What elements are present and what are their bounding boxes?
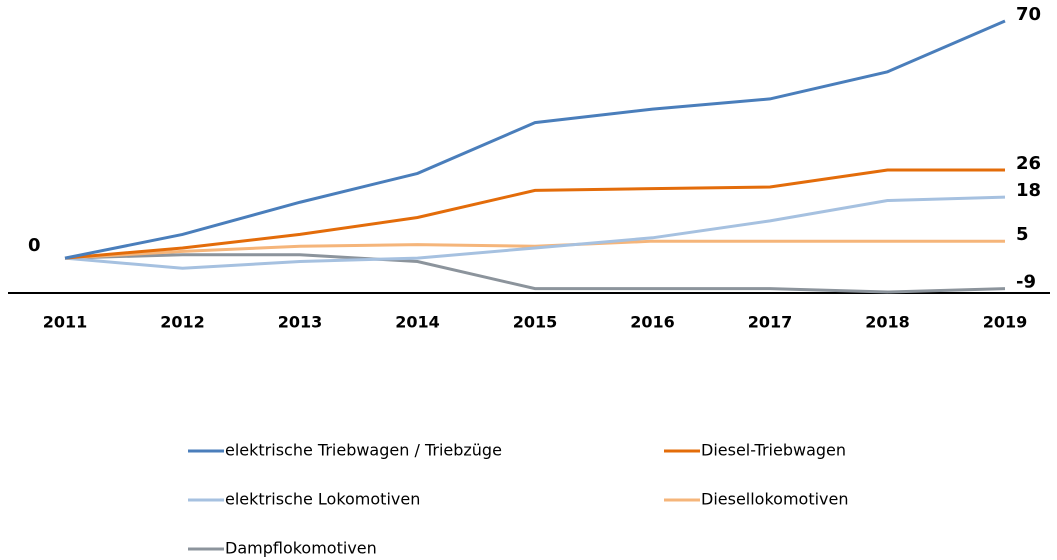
legend-label: elektrische Triebwagen / Triebzüge [225,441,502,460]
x-tick-label: 2016 [630,313,675,332]
x-tick-label: 2013 [278,313,323,332]
x-tick-label: 2012 [160,313,205,332]
data-label: 26 [1016,153,1041,174]
data-label: 5 [1016,224,1029,245]
data-label: 18 [1016,180,1041,201]
legend-label: Diesellokomotiven [701,490,849,509]
series-line [64,19,1006,260]
legend-label: elektrische Lokomotiven [225,490,420,509]
data-label: -9 [1016,272,1036,293]
x-tick-label: 2019 [983,313,1028,332]
series-line [64,195,1006,270]
data-label: 70 [1016,4,1041,25]
x-tick-label: 2017 [748,313,793,332]
data-label: 0 [28,235,41,256]
x-tick-label: 2011 [43,313,88,332]
legend-label: Dampflokomotiven [225,539,377,558]
legend-label: Diesel-Triebwagen [701,441,846,460]
series-line [64,253,1006,294]
x-tick-label: 2014 [395,313,440,332]
x-tick-label: 2018 [865,313,910,332]
series-line [64,168,1005,260]
series-line [64,239,1005,260]
x-tick-label: 2015 [513,313,558,332]
